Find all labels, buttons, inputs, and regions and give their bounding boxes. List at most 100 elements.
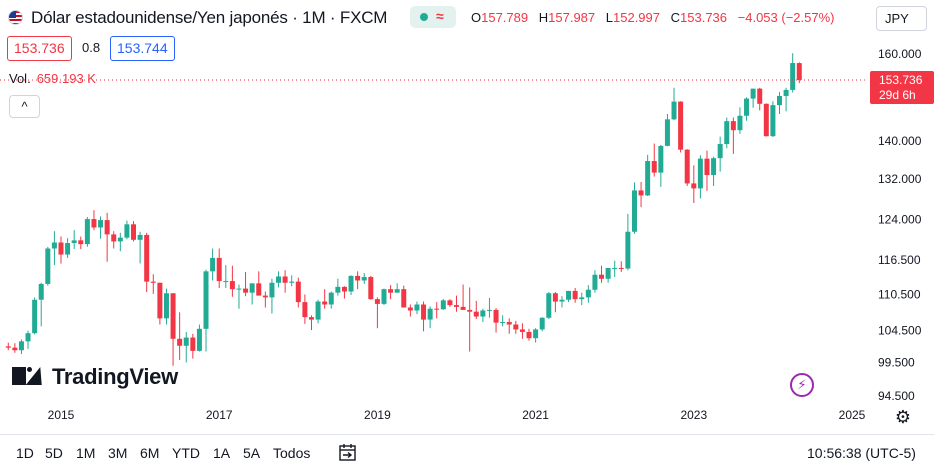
bar-countdown: 29d 6h [879,88,916,102]
candle-body [506,322,512,325]
candle [585,285,591,303]
candle-body [12,347,18,351]
candle [348,275,354,296]
candle [368,275,374,300]
candle [361,273,367,284]
range-1d-button[interactable]: 1D [16,445,34,461]
volume-legend: Vol. 659.193 K [9,71,96,86]
candle-body [190,337,196,351]
time-axis[interactable]: 2015 2017 2019 2021 2023 2025 [48,408,866,422]
candle-body [38,283,44,300]
candle [605,267,611,283]
candle-body [585,289,591,298]
time-tick-label: 2019 [364,408,391,422]
candle-body [631,190,637,232]
close-value: 153.736 [680,10,728,25]
candle [612,260,618,278]
range-6m-button[interactable]: 6M [140,445,160,461]
candle-body [605,267,611,279]
candle-body [91,219,97,228]
candle-body [618,267,624,269]
candle-body [737,115,743,131]
candle [38,282,44,327]
candle [295,277,301,308]
candle-body [104,220,110,235]
time-tick-label: 2021 [522,408,549,422]
candle [249,283,255,305]
candle-body [783,89,789,96]
candle [163,288,169,325]
candle-body [229,281,235,290]
candle-body [361,277,367,281]
range-all-button[interactable]: Todos [273,445,311,461]
symbol-title[interactable]: Dólar estadounidense/Yen japonés · 1M · … [31,8,388,27]
candle-body [651,161,657,173]
time-tick-label: 2017 [206,408,233,422]
candle [684,149,690,186]
candle-body [658,145,664,173]
date-range-icon[interactable] [338,443,358,463]
candle-body [282,276,288,283]
logo-text: TradingView [52,364,178,389]
candle [322,289,328,309]
candle [45,246,51,286]
collapse-legend-button[interactable]: ^ [9,95,40,118]
candle [717,136,723,172]
candle-body [381,289,387,304]
candle [770,101,776,138]
time-tick-label: 2023 [680,408,707,422]
candle [216,248,222,288]
candle-body [460,306,466,310]
candle-body [210,257,216,272]
price-axis[interactable]: 160.000 140.000 132.000 124.000 116.500 110.5… [878,47,922,403]
currency-button[interactable]: JPY [876,6,927,31]
candle [744,97,750,121]
sell-button[interactable]: 153.736 [7,36,72,61]
candle [519,323,525,339]
range-5d-button[interactable]: 5D [45,445,63,461]
buy-button[interactable]: 153.744 [110,36,175,61]
candle-body [322,301,328,305]
lightning-icon[interactable]: ⚡ [790,373,814,397]
candle [730,117,736,154]
candle-body [691,183,697,189]
candle [236,284,242,309]
tradingview-logo[interactable]: TradingView [12,364,178,390]
candle [513,320,519,334]
candle-body [559,299,565,302]
candle-body [500,322,506,324]
candle-body [5,346,11,348]
candle-body [341,286,347,292]
candle-body [763,103,769,137]
gear-icon[interactable]: ⚙ [894,407,912,427]
candle [394,283,400,293]
range-5a-button[interactable]: 5A [243,445,261,461]
candle [111,231,117,249]
range-1a-button[interactable]: 1A [213,445,231,461]
candle-body [348,275,354,292]
candle [486,297,492,318]
candle [71,230,77,250]
price-tick-label: 104.500 [878,324,922,338]
candle-body [249,283,255,293]
candle-body [414,304,420,311]
candle-body [440,300,446,310]
candle-body [84,219,90,245]
tradingview-logo-icon [12,367,49,385]
candle-body [124,224,130,238]
candle-body [770,105,776,137]
range-3m-button[interactable]: 3M [108,445,128,461]
candle [243,271,249,297]
price-chart[interactable]: 160.000 140.000 132.000 124.000 116.500 110.5… [0,0,934,434]
candle-body [645,161,651,196]
candle [796,62,802,84]
candle-body [533,329,539,339]
candle-body [750,88,756,99]
range-ytd-button[interactable]: YTD [172,445,200,461]
range-1m-button[interactable]: 1M [76,445,96,461]
low-key: L [605,10,613,25]
market-status-pill[interactable]: ≈ [410,6,456,28]
candle-body [447,300,453,306]
candle-body [671,101,677,120]
clock-timezone[interactable]: 10:56:38 (UTC-5) [807,445,916,461]
